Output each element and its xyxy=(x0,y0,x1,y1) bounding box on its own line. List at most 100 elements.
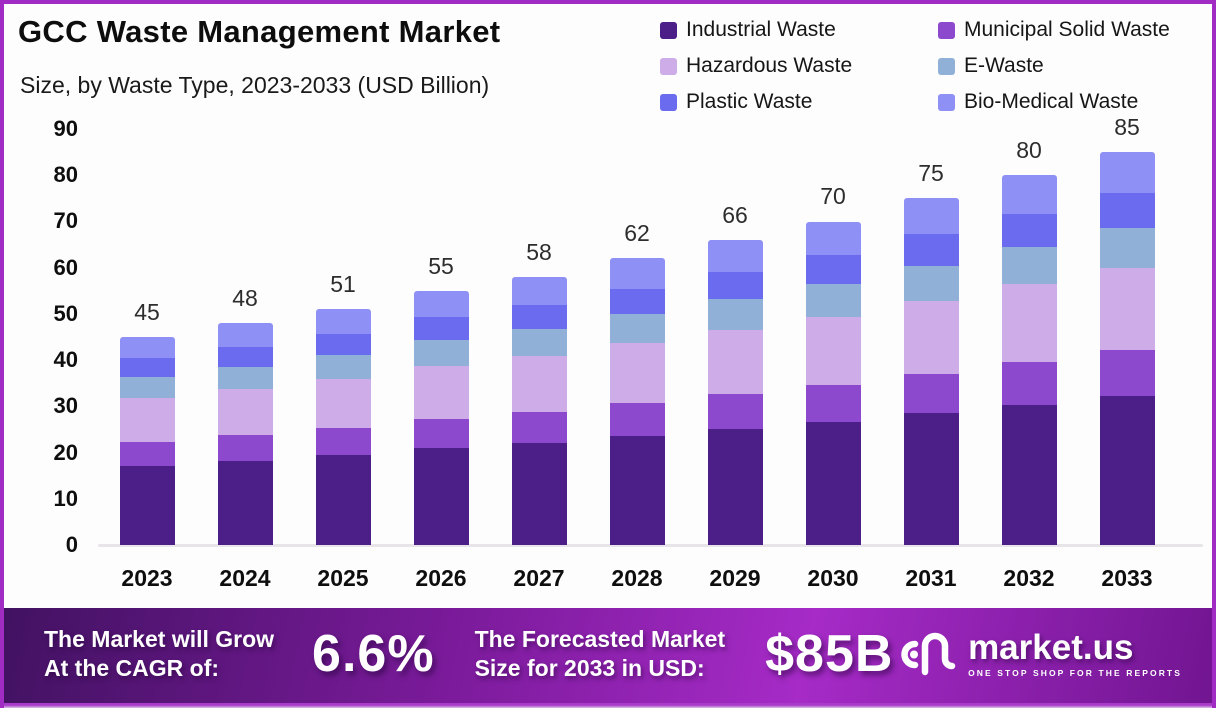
x-tick-label: 2023 xyxy=(121,565,173,591)
bar-group-2026: 55 2026 xyxy=(413,129,469,591)
bar-segment-plastic-waste xyxy=(903,234,959,266)
bar-segment-plastic-waste xyxy=(413,317,469,341)
bar-stack xyxy=(1099,152,1155,545)
x-tick-label: 2027 xyxy=(513,565,565,591)
bar-segment-e-waste xyxy=(609,314,665,344)
bar-stack xyxy=(609,258,665,545)
bar-segment-municipal-solid-waste xyxy=(805,384,861,423)
bar-segment-hazardous-waste xyxy=(707,329,763,394)
bar-segment-industrial-waste xyxy=(413,448,469,545)
legend: Industrial Waste Municipal Solid Waste Haz… xyxy=(660,18,1170,114)
bar-group-2027: 58 2027 xyxy=(511,129,567,591)
brand-tagline: ONE STOP SHOP FOR THE REPORTS xyxy=(968,667,1182,678)
bar-total-label: 45 xyxy=(134,299,160,325)
bar-segment-plastic-waste xyxy=(609,288,665,315)
bar-segment-industrial-waste xyxy=(217,460,273,545)
x-tick-label: 2032 xyxy=(1003,565,1055,591)
bar-total-label: 80 xyxy=(1016,137,1042,164)
bar-segment-municipal-solid-waste xyxy=(1099,350,1155,396)
bar-segment-plastic-waste xyxy=(511,305,567,330)
x-tick-label: 2033 xyxy=(1101,565,1153,591)
bar-segment-e-waste xyxy=(413,340,469,366)
legend-label: Hazardous Waste xyxy=(686,54,853,77)
bar-segment-hazardous-waste xyxy=(903,300,959,374)
bar-stack xyxy=(805,221,861,545)
bar-segment-bio-medical-waste xyxy=(511,276,567,306)
x-axis-line xyxy=(98,544,1203,547)
bar-segment-municipal-solid-waste xyxy=(413,419,469,449)
bar-stack xyxy=(119,337,175,545)
bar-segment-municipal-solid-waste xyxy=(511,412,567,444)
x-tick-label: 2025 xyxy=(317,565,369,591)
y-tick-label: 60 xyxy=(53,254,78,280)
bar-group-2030: 70 2030 xyxy=(805,129,861,591)
bar-total-label: 51 xyxy=(330,271,356,298)
bar-segment-municipal-solid-waste xyxy=(119,441,175,466)
footer-banner: The Market will Grow At the CAGR of: 6.6… xyxy=(0,608,1216,708)
bar-segment-hazardous-waste xyxy=(1001,284,1057,362)
bar-segment-municipal-solid-waste xyxy=(707,393,763,429)
chart-subtitle: Size, by Waste Type, 2023-2033 (USD Bill… xyxy=(20,72,490,98)
legend-swatch-plastic-waste xyxy=(660,93,677,111)
bar-segment-e-waste xyxy=(119,377,175,399)
y-tick-label: 10 xyxy=(53,485,78,511)
brand-text: market.us ONE STOP SHOP FOR THE REPORTS xyxy=(968,627,1182,678)
bar-segment-plastic-waste xyxy=(707,271,763,300)
bar-segment-e-waste xyxy=(1001,247,1057,285)
bar-group-2023: 45 2023 xyxy=(119,129,175,591)
forecast-label: The Forecasted Market Size for 2033 in U… xyxy=(474,626,726,681)
legend-swatch-bio-medical-waste xyxy=(938,93,955,111)
y-tick-label: 20 xyxy=(53,439,78,465)
bar-segment-bio-medical-waste xyxy=(315,309,371,334)
bar-segment-hazardous-waste xyxy=(511,355,567,413)
bar-segment-hazardous-waste xyxy=(609,343,665,404)
bar-segment-bio-medical-waste xyxy=(903,198,959,235)
bar-segment-bio-medical-waste xyxy=(1001,175,1057,215)
bar-total-label: 85 xyxy=(1114,114,1140,141)
bar-segment-plastic-waste xyxy=(1001,214,1057,248)
bar-segment-hazardous-waste xyxy=(805,316,861,385)
bar-group-2028: 62 2028 xyxy=(609,129,665,591)
bar-total-label: 70 xyxy=(820,183,846,210)
y-tick-label: 80 xyxy=(53,162,78,188)
legend-swatch-hazardous-waste xyxy=(660,57,677,75)
bar-segment-bio-medical-waste xyxy=(1099,152,1155,193)
x-tick-label: 2026 xyxy=(415,565,467,591)
y-axis: 0 10 20 30 40 50 60 70 80 90 xyxy=(28,116,78,557)
y-tick-label: 90 xyxy=(53,116,78,141)
bar-segment-bio-medical-waste xyxy=(217,323,273,347)
legend-label: E-Waste xyxy=(964,54,1044,77)
bar-group-2025: 51 2025 xyxy=(315,129,371,591)
bar-segment-plastic-waste xyxy=(1099,192,1155,229)
bar-segment-industrial-waste xyxy=(511,443,567,545)
legend-item-plastic-waste: Plastic Waste xyxy=(660,90,938,114)
cagr-label: The Market will Grow At the CAGR of: xyxy=(44,626,275,681)
bar-group-2032: 80 2032 xyxy=(1001,129,1057,591)
x-tick-label: 2030 xyxy=(807,565,859,591)
bar-segment-industrial-waste xyxy=(315,455,371,545)
bar-group-2031: 75 2031 xyxy=(903,129,959,591)
bar-segment-e-waste xyxy=(217,366,273,389)
bar-segment-bio-medical-waste xyxy=(805,221,861,256)
bar-segment-e-waste xyxy=(315,355,371,379)
bar-segment-industrial-waste xyxy=(903,413,959,545)
legend-swatch-e-waste xyxy=(938,57,955,75)
legend-label: Bio-Medical Waste xyxy=(964,90,1139,113)
legend-item-e-waste: E-Waste xyxy=(938,54,1170,78)
bar-segment-industrial-waste xyxy=(805,422,861,545)
bar-total-label: 48 xyxy=(232,285,258,312)
bar-segment-bio-medical-waste xyxy=(413,290,469,318)
legend-label: Municipal Solid Waste xyxy=(964,18,1170,41)
bar-segment-plastic-waste xyxy=(315,333,371,356)
bar-group-2029: 66 2029 xyxy=(707,129,763,591)
banner-bottom-strip xyxy=(0,703,1216,708)
bar-segment-municipal-solid-waste xyxy=(903,373,959,414)
plot-area: 45 2023 48 2024 51 2025 55 2026 58 2027 62 2028 66 20… xyxy=(85,114,1203,591)
legend-item-bio-medical-waste: Bio-Medical Waste xyxy=(938,90,1170,114)
bar-stack xyxy=(1001,175,1057,545)
brand-logo: market.us ONE STOP SHOP FOR THE REPORTS xyxy=(898,628,1182,680)
market-us-logo-icon xyxy=(901,632,956,676)
bar-total-label: 55 xyxy=(428,252,454,279)
brand-name: market.us xyxy=(968,627,1134,667)
